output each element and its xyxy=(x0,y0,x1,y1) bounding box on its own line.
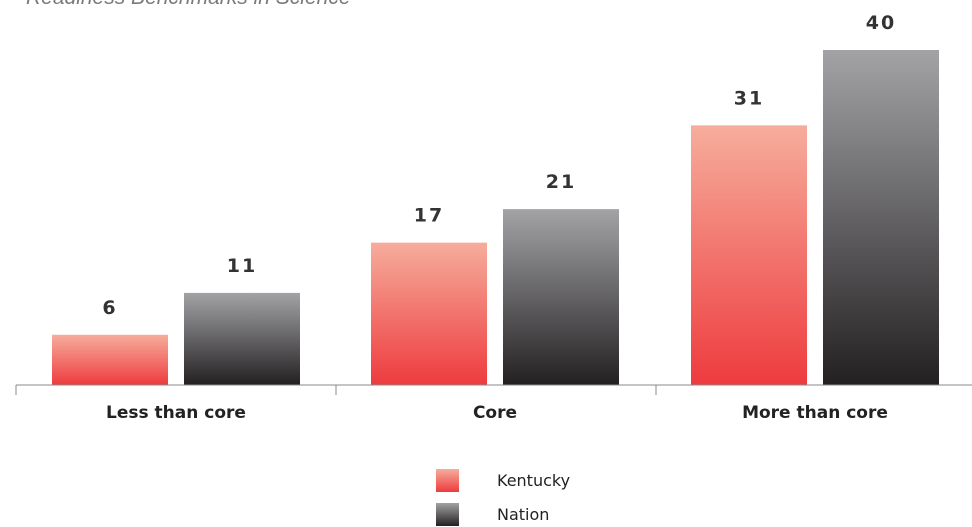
bar-kentucky-3 xyxy=(691,125,807,385)
category-label-3: More than core xyxy=(742,403,888,423)
data-label-kentucky-1: 6 xyxy=(102,297,117,319)
category-label-2: Core xyxy=(473,403,517,423)
data-label-kentucky-2: 17 xyxy=(414,205,444,227)
data-label-nation-1: 11 xyxy=(227,255,257,277)
category-label-1: Less than core xyxy=(106,403,246,423)
data-label-nation-3: 40 xyxy=(866,12,896,34)
legend-label-nation: Nation xyxy=(497,505,549,524)
bar-kentucky-2 xyxy=(371,242,487,385)
data-label-nation-2: 21 xyxy=(546,171,576,193)
bar-nation-1 xyxy=(184,292,300,385)
bar-kentucky-1 xyxy=(52,334,168,385)
chart-title: Readiness Benchmarks in Science xyxy=(26,0,351,10)
bar-nation-3 xyxy=(823,50,939,385)
data-label-kentucky-3: 31 xyxy=(734,87,764,109)
legend-swatch-nation xyxy=(436,503,459,526)
legend-label-kentucky: Kentucky xyxy=(497,471,570,490)
legend-swatch-kentucky xyxy=(436,469,459,492)
bar-nation-2 xyxy=(503,209,619,385)
